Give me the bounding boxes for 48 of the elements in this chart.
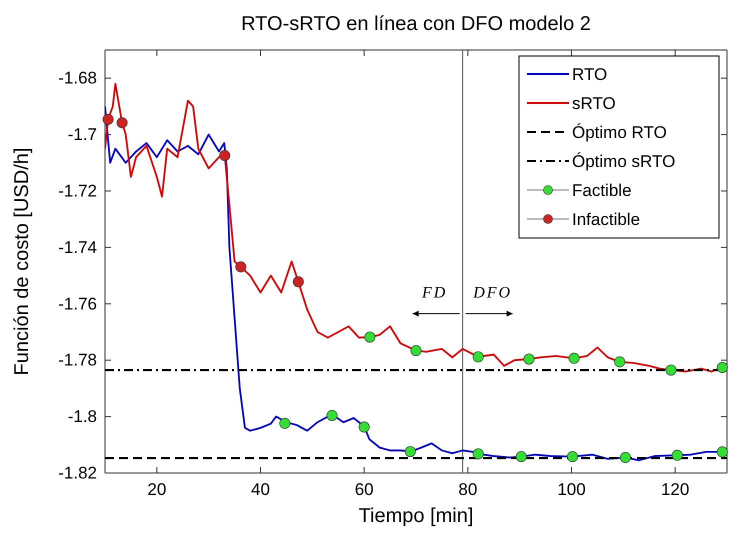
x-tick-label: 20 [147, 480, 166, 500]
point [666, 364, 677, 376]
point [523, 354, 534, 365]
legend-label: Óptimo RTO [572, 123, 667, 142]
point [102, 114, 114, 125]
point [620, 452, 631, 463]
point [716, 362, 728, 374]
y-axis-title: Función de costo [USD/h] [11, 148, 33, 376]
point [472, 448, 484, 460]
y-tick-label: -1.7 [68, 125, 97, 144]
annotation: FD [420, 284, 448, 302]
point [364, 332, 376, 343]
legend-label: Óptimo sRTO [572, 152, 676, 171]
y-tick-label: -1.74 [58, 238, 97, 257]
y-tick-label: -1.68 [58, 68, 97, 88]
legend-label: sRTO [572, 94, 616, 113]
point [716, 446, 728, 458]
point [235, 261, 246, 272]
y-tick-label: -1.72 [58, 181, 97, 200]
legend-label: Infactible [572, 210, 640, 229]
point [567, 451, 578, 462]
y-tick-label: -1.8 [68, 407, 97, 426]
point [614, 356, 626, 368]
point [404, 446, 416, 458]
point [219, 150, 230, 161]
annotation: DFO [472, 284, 512, 302]
x-tick-label: 80 [458, 480, 478, 500]
point [116, 117, 128, 128]
point [516, 451, 527, 462]
y-tick-label: -1.76 [58, 294, 97, 314]
x-tick-label: 120 [660, 480, 690, 500]
x-tick-label: 40 [251, 480, 270, 500]
point [358, 422, 370, 433]
point [672, 450, 683, 461]
point [410, 345, 422, 356]
legend-label: RTO [572, 65, 608, 84]
x-tick-label: 60 [354, 480, 374, 500]
point [292, 276, 304, 288]
legend-label: Factible [572, 181, 632, 200]
point [279, 418, 290, 429]
x-axis-title: Tiempo [min] [358, 505, 474, 527]
y-tick-label: -1.78 [58, 350, 97, 370]
point [568, 352, 580, 364]
x-tick-label: 100 [557, 480, 586, 500]
point [326, 410, 338, 421]
chart-title: RTO-sRTO en línea con DFO modelo 2 [241, 13, 591, 35]
point [472, 351, 484, 362]
y-tick-label: -1.82 [58, 463, 97, 482]
